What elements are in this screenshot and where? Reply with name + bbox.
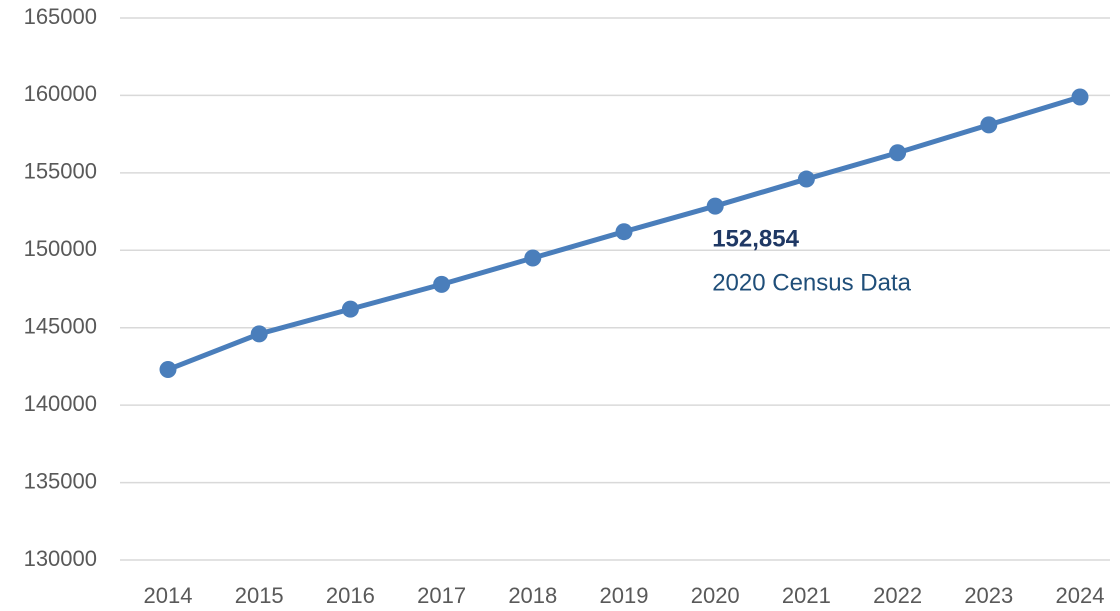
y-tick-label: 150000 <box>24 236 97 261</box>
point <box>797 170 815 188</box>
x-tick-label: 2022 <box>873 583 922 608</box>
x-tick-label: 2023 <box>964 583 1013 608</box>
point <box>980 116 998 134</box>
y-tick-label: 160000 <box>24 81 97 106</box>
point <box>1071 88 1089 106</box>
x-tick-label: 2015 <box>235 583 284 608</box>
y-tick-label: 130000 <box>24 546 97 571</box>
data-label: 152,854 <box>712 225 799 252</box>
x-tick-label: 2018 <box>508 583 557 608</box>
y-tick-label: 165000 <box>24 4 97 29</box>
point <box>341 300 359 318</box>
x-tick-label: 2019 <box>600 583 649 608</box>
point <box>250 325 268 343</box>
x-tick-label: 2017 <box>417 583 466 608</box>
x-tick-label: 2016 <box>326 583 375 608</box>
x-tick-label: 2014 <box>144 583 193 608</box>
x-tick-label: 2024 <box>1056 583 1105 608</box>
point <box>433 275 451 293</box>
y-tick-label: 145000 <box>24 314 97 339</box>
y-tick-label: 140000 <box>24 391 97 416</box>
point <box>889 144 907 162</box>
y-tick-label: 135000 <box>24 468 97 493</box>
point <box>706 197 724 215</box>
annotation: 2020 Census Data <box>712 269 911 296</box>
point <box>159 361 177 379</box>
point <box>615 223 633 241</box>
point <box>524 249 542 267</box>
y-tick-label: 155000 <box>24 159 97 184</box>
x-tick-label: 2021 <box>782 583 831 608</box>
x-tick-label: 2020 <box>691 583 740 608</box>
